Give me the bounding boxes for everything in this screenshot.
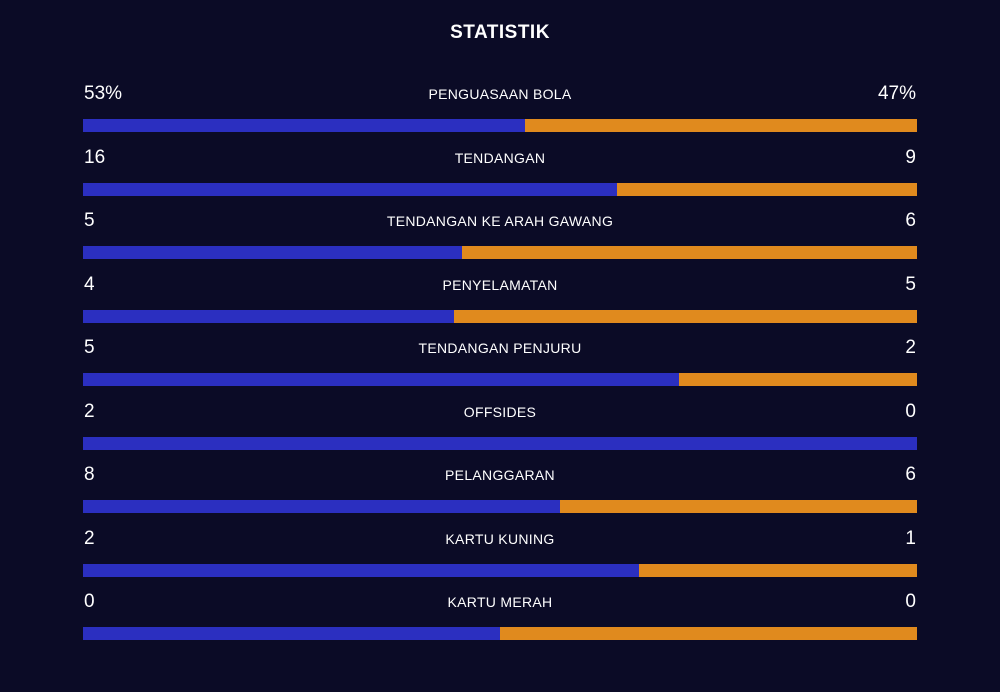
stat-label: TENDANGAN: [454, 149, 546, 166]
away-value: 6: [905, 464, 916, 485]
away-value: 1: [905, 527, 916, 549]
away-bar-segment: [462, 246, 917, 259]
stat-row-saves: 4 PENYELAMATAN 5: [83, 271, 917, 335]
stat-row-shots: 16 TENDANGAN 9: [83, 144, 917, 208]
stat-label: TENDANGAN PENJURU: [418, 340, 582, 356]
comparison-bar: [83, 436, 917, 450]
stat-label: KARTU MERAH: [447, 594, 553, 610]
panel-title: STATISTIK: [450, 22, 550, 43]
home-bar-segment: [83, 119, 526, 132]
stat-row-corners: 5 TENDANGAN PENJURU 2: [83, 334, 917, 398]
away-value: 47%: [877, 83, 916, 104]
away-value: 0: [905, 400, 916, 422]
home-bar-segment: [83, 627, 500, 640]
home-value: 8: [84, 464, 95, 485]
comparison-bar: [83, 627, 917, 640]
away-bar-segment: [453, 309, 917, 323]
stat-list: 53% PENGUASAAN BOLA 47% 16 TENDANGAN 9 5…: [83, 80, 917, 652]
home-value: 5: [84, 337, 95, 358]
away-value: 2: [905, 337, 916, 358]
home-bar-segment: [83, 182, 617, 196]
away-value: 5: [905, 273, 916, 295]
away-bar-segment: [616, 182, 917, 196]
stat-row-fouls: 8 PELANGGARAN 6: [83, 461, 917, 525]
comparison-bar: [83, 373, 917, 386]
stat-label: PENYELAMATAN: [442, 276, 558, 293]
comparison-bar: [83, 119, 917, 132]
home-bar-segment: [83, 500, 560, 513]
home-value: 4: [84, 273, 95, 295]
comparison-bar: [83, 246, 917, 259]
comparison-bar: [83, 182, 917, 196]
stat-label: PENGUASAAN BOLA: [428, 86, 572, 102]
comparison-bar: [83, 309, 917, 323]
away-bar-segment: [639, 563, 917, 577]
home-bar-segment: [83, 309, 454, 323]
stat-row-offsides: 2 OFFSIDES 0: [83, 398, 917, 462]
stat-label: TENDANGAN KE ARAH GAWANG: [386, 213, 614, 229]
home-value: 16: [84, 146, 106, 168]
home-value: 5: [84, 210, 95, 231]
away-value: 9: [905, 146, 916, 168]
home-bar-segment: [83, 436, 917, 450]
stat-row-shots-on-target: 5 TENDANGAN KE ARAH GAWANG 6: [83, 207, 917, 271]
away-bar-segment: [525, 119, 917, 132]
stat-row-yellow-cards: 2 KARTU KUNING 1: [83, 525, 917, 589]
home-value: 2: [84, 400, 95, 422]
away-bar-segment: [500, 627, 917, 640]
home-bar-segment: [83, 373, 679, 386]
home-value: 53%: [84, 83, 123, 104]
away-bar-segment: [678, 373, 917, 386]
home-value: 0: [84, 591, 95, 612]
home-value: 2: [84, 527, 95, 549]
stat-label: KARTU KUNING: [445, 530, 555, 547]
away-value: 6: [905, 210, 916, 231]
home-bar-segment: [83, 246, 463, 259]
stat-row-red-cards: 0 KARTU MERAH 0: [83, 588, 917, 652]
home-bar-segment: [83, 563, 640, 577]
comparison-bar: [83, 563, 917, 577]
away-value: 0: [905, 591, 916, 612]
stat-label: PELANGGARAN: [445, 467, 555, 483]
comparison-bar: [83, 500, 917, 513]
away-bar-segment: [559, 500, 917, 513]
stat-label: OFFSIDES: [463, 403, 537, 420]
stat-row-possession: 53% PENGUASAAN BOLA 47%: [83, 80, 917, 144]
